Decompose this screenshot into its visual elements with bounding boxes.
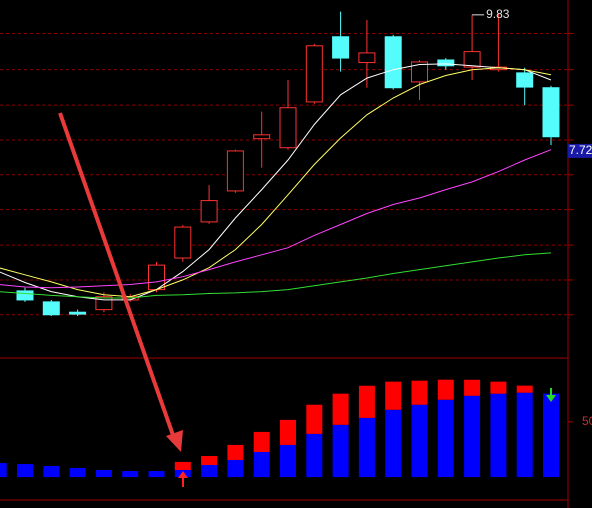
bar-segment [174,461,191,471]
bar-segment [227,459,244,478]
bar-segment [201,465,218,478]
bar-segment [306,404,323,434]
bar-segment [253,431,270,453]
bar-segment [516,392,533,478]
bar-segment [490,393,507,478]
bar-segment [464,379,481,396]
moving-average-line [0,67,552,298]
bar-segment [148,471,165,478]
bar-segment [437,399,454,478]
bar-segment [280,419,296,445]
bar-segment [437,379,454,400]
buy-signal [178,471,188,487]
moving-average-line [0,63,552,301]
bar-segment [95,470,112,478]
bar-segment [201,455,218,466]
candle-body [305,45,323,103]
bar-segment [227,444,244,460]
moving-average-line [0,149,552,289]
candle-body [16,290,34,301]
bar-segment [385,381,402,410]
bar-segment [411,380,428,405]
bar-segment [543,393,559,478]
candle-body [437,59,455,67]
high-label: 9.83 [486,7,510,21]
candle-body [358,52,376,64]
bar-segment [516,385,533,393]
candle-body [226,150,244,192]
candle-body [516,72,534,88]
candle-body [463,51,481,68]
candle-body [279,107,297,149]
bar-segment [306,433,323,478]
bar-segment [332,424,349,478]
candle-body [384,36,402,89]
y-tick-label: 50 [582,414,592,428]
bar-segment [411,404,428,478]
bar-segment [358,417,375,478]
candle-body [200,200,218,223]
bar-segment [0,463,7,478]
annotation-arrow-head [166,430,183,452]
bar-segment [17,464,33,478]
bar-segment [490,381,507,394]
bar-segment [69,468,86,478]
bar-segment [280,444,296,478]
bar-segment [464,395,481,478]
price-label-box [568,143,592,158]
sell-signal [546,388,556,402]
marks [0,11,560,478]
bar-segment [43,466,60,478]
candle-body [542,87,560,138]
bar-segment [358,385,375,418]
bar-segment [253,452,270,478]
candle-body [332,36,350,59]
candle-body [69,311,87,315]
candle-body [42,301,60,316]
price-label: 7.72 [569,143,592,157]
bar-segment [122,471,139,478]
candle-body [411,61,428,83]
labels: 9.83 7.72 50 [472,7,592,428]
bar-segment [385,409,402,478]
bar-segment [332,393,349,425]
annotation-arrow [58,112,176,439]
moving-average-line [0,252,552,299]
candle-body [95,296,113,311]
candle-body [253,134,271,140]
candle-body [174,226,192,259]
